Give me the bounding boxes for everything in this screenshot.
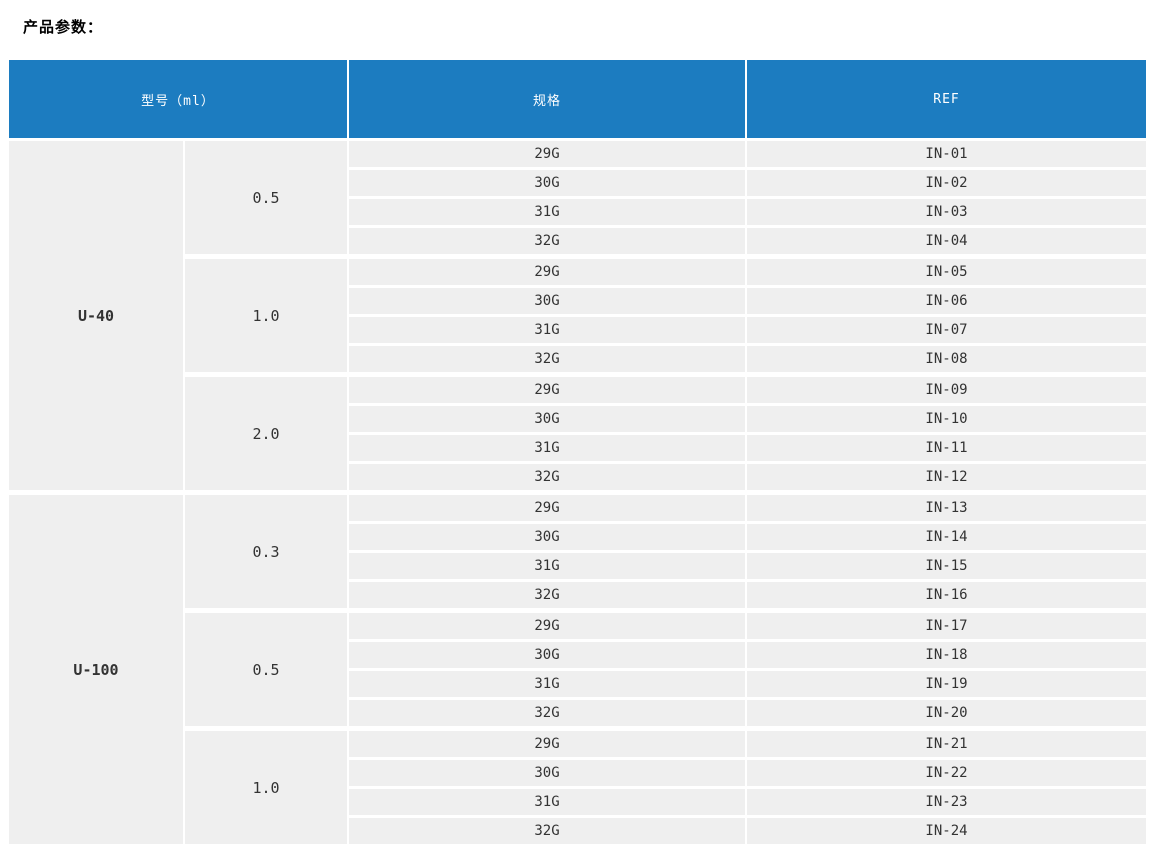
spec-cell: 30G: [347, 403, 747, 435]
spec-cell: 29G: [347, 726, 747, 760]
volume-cell: 1.0: [183, 726, 349, 847]
table-row: 32G IN-16: [8, 579, 1148, 612]
ref-cell: IN-02: [745, 167, 1148, 199]
table-row: U-40 0.5 29G IN-01: [7, 138, 1148, 494]
spec-cell: 32G: [347, 225, 747, 258]
header-row: 型号（ml） 规格 REF: [7, 58, 1148, 141]
ref-cell: IN-19: [745, 668, 1148, 700]
table-row: 1.0 29G IN-21: [8, 726, 1148, 847]
spec-cell: 30G: [347, 167, 747, 199]
spec-cell: 31G: [347, 550, 747, 582]
table-row: 31G IN-03: [8, 196, 1148, 228]
ref-cell: IN-10: [745, 403, 1148, 435]
ref-cell: IN-06: [745, 285, 1148, 317]
ref-cell: IN-01: [745, 138, 1148, 170]
table-row: 32G IN-20: [8, 697, 1148, 730]
ref-cell: IN-11: [745, 432, 1148, 464]
ref-cell: IN-22: [745, 757, 1148, 789]
spec-cell: 31G: [347, 432, 747, 464]
ref-cell: IN-17: [745, 608, 1148, 642]
header-model: 型号（ml）: [7, 58, 349, 141]
spec-cell: 29G: [347, 254, 747, 288]
spec-cell: 32G: [347, 461, 747, 494]
header-ref: REF: [745, 58, 1148, 141]
ref-cell: IN-14: [745, 521, 1148, 553]
table-row: 2.0 29G IN-09: [8, 372, 1148, 494]
ref-cell: IN-04: [745, 225, 1148, 258]
spec-cell: 29G: [347, 608, 747, 642]
ref-cell: IN-21: [745, 726, 1148, 760]
table-row: 30G IN-14: [8, 521, 1148, 553]
table-row: 30G IN-10: [8, 403, 1148, 435]
spec-cell: 30G: [347, 757, 747, 789]
ref-cell: IN-13: [745, 490, 1148, 524]
table-row: U-100 0.3 29G IN-13: [7, 490, 1148, 847]
table-row: 31G IN-19: [8, 668, 1148, 700]
table-row: 32G IN-08: [8, 343, 1148, 376]
model-cell: U-40: [7, 138, 185, 494]
ref-cell: IN-15: [745, 550, 1148, 582]
table-row: 32G IN-24: [8, 815, 1148, 847]
spec-cell: 29G: [347, 372, 747, 406]
table-row: 30G IN-02: [8, 167, 1148, 199]
ref-cell: IN-16: [745, 579, 1148, 612]
table-row: 31G IN-15: [8, 550, 1148, 582]
table-row: 31G IN-07: [8, 314, 1148, 346]
spec-cell: 32G: [347, 343, 747, 376]
spec-cell: 32G: [347, 697, 747, 730]
spec-cell: 30G: [347, 521, 747, 553]
table-row: 30G IN-22: [8, 757, 1148, 789]
header-spec: 规格: [347, 58, 747, 141]
spec-cell: 29G: [347, 490, 747, 524]
table-row: 1.0 29G IN-05: [8, 254, 1148, 376]
table-row: 32G IN-04: [8, 225, 1148, 258]
table-row: 31G IN-11: [8, 432, 1148, 464]
volume-cell: 0.5: [183, 608, 349, 730]
ref-cell: IN-20: [745, 697, 1148, 730]
page-title: 产品参数：: [23, 18, 104, 36]
spec-cell: 31G: [347, 786, 747, 818]
volume-cell: 1.0: [183, 254, 349, 376]
model-cell: U-100: [7, 490, 185, 847]
ref-cell: IN-03: [745, 196, 1148, 228]
spec-cell: 31G: [347, 314, 747, 346]
ref-cell: IN-07: [745, 314, 1148, 346]
table-row: 32G IN-12: [8, 461, 1148, 494]
spec-cell: 30G: [347, 285, 747, 317]
ref-cell: IN-12: [745, 461, 1148, 494]
spec-cell: 32G: [347, 579, 747, 612]
ref-cell: IN-09: [745, 372, 1148, 406]
table-row: 31G IN-23: [8, 786, 1148, 818]
table-row: 30G IN-06: [8, 285, 1148, 317]
spec-cell: 32G: [347, 815, 747, 847]
product-parameters-table: 型号（ml） 规格 REF U-40 0.5 29G IN-01 30G IN-…: [7, 58, 1148, 847]
ref-cell: IN-24: [745, 815, 1148, 847]
spec-cell: 29G: [347, 138, 747, 170]
table-row: 30G IN-18: [8, 639, 1148, 671]
ref-cell: IN-18: [745, 639, 1148, 671]
ref-cell: IN-08: [745, 343, 1148, 376]
ref-cell: IN-23: [745, 786, 1148, 818]
ref-cell: IN-05: [745, 254, 1148, 288]
volume-cell: 0.5: [183, 138, 349, 258]
spec-cell: 31G: [347, 668, 747, 700]
spec-cell: 30G: [347, 639, 747, 671]
volume-cell: 0.3: [183, 490, 349, 612]
spec-cell: 31G: [347, 196, 747, 228]
volume-cell: 2.0: [183, 372, 349, 494]
table-row: 0.5 29G IN-17: [8, 608, 1148, 730]
